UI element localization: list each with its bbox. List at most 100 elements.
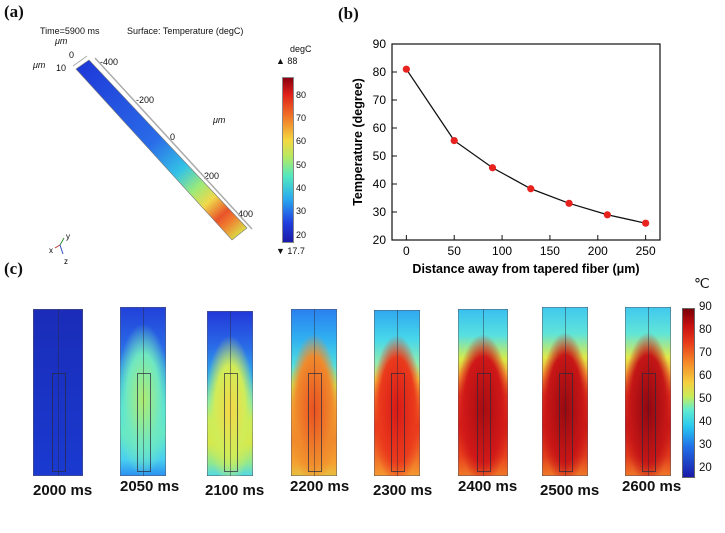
y-tick-label: 20: [373, 233, 387, 247]
y-tick-label: 40: [373, 177, 387, 191]
time-label: 2400 ms: [458, 478, 518, 495]
heat-glow: [458, 309, 508, 476]
data-point: [565, 199, 573, 207]
colorbar-a-tick: 80: [296, 89, 307, 100]
x-tick-label: 0: [403, 244, 410, 258]
triad-z: z: [64, 257, 68, 266]
sim-frame: [374, 310, 420, 476]
fiber-axis-line: [483, 309, 484, 476]
sim-frame: [291, 309, 337, 476]
panel-c-label: (c): [4, 259, 23, 278]
y-axis-label: Temperature (degree): [351, 78, 365, 206]
sim-frame: [207, 311, 253, 476]
x-tick-label: 200: [588, 244, 608, 258]
colorbar-a-tick: 20: [296, 229, 307, 240]
heat-glow: [120, 307, 166, 476]
time-label: 2100 ms: [205, 482, 265, 499]
time-label: 2050 ms: [120, 478, 180, 495]
data-point: [402, 65, 410, 73]
fiber-axis-line: [143, 307, 144, 476]
colorbar-a-min: ▼ 17.7: [276, 246, 305, 256]
colorbar-a-tick: 50: [296, 159, 307, 170]
unit-right: μm: [213, 115, 226, 125]
x-tick-label: 250: [636, 244, 656, 258]
fiber-end-line: [72, 55, 88, 67]
colorbar-c: [682, 308, 695, 478]
y-tick-label: 60: [373, 121, 387, 135]
heat-glow: [291, 309, 337, 476]
colorbar-c-unit: ℃: [694, 277, 710, 292]
sim-frame: [458, 309, 508, 476]
colorbar-a-tick: 30: [296, 206, 307, 217]
colorbar-c-tick: 30: [699, 439, 712, 452]
x-axis-label: Distance away from tapered fiber (μm): [412, 262, 639, 276]
surface-text: Surface: Temperature (degC): [127, 26, 244, 36]
fiber-axis-line: [648, 307, 649, 476]
axis-triad: y x z: [49, 232, 70, 266]
fiber-core: [559, 373, 573, 472]
colorbar-a: [282, 77, 294, 243]
panel-a-label: (a): [4, 2, 24, 21]
fiber-axis-line: [314, 309, 315, 476]
fiber-axis-line: [565, 307, 566, 476]
data-point: [642, 219, 650, 227]
plot-frame: [391, 43, 661, 241]
triad-y: y: [66, 232, 70, 241]
y-tick-label: 80: [373, 65, 387, 79]
fiber-simulation: y x z: [49, 55, 253, 266]
time-label: 2600 ms: [622, 478, 682, 495]
time-text: Time=5900 ms: [40, 26, 100, 36]
fiber-axis-line: [230, 311, 231, 476]
unit-left: μm: [33, 60, 46, 70]
colorbar-c-tick: 50: [699, 393, 712, 406]
tick-axis-m200: -200: [136, 95, 155, 105]
fiber-core: [391, 373, 405, 472]
colorbar-a-max: ▲ 88: [276, 56, 298, 66]
y-tick-label: 30: [373, 205, 387, 219]
fiber-edge-line: [94, 57, 253, 230]
fiber-core: [642, 373, 656, 472]
panel-b-label: (b): [338, 4, 359, 23]
fiber-core: [137, 373, 151, 472]
data-point: [603, 211, 611, 219]
temperature-distance-chart: 20 30 40 50 60 70 80 90 0 50 100 150 200 250 Distance …: [351, 37, 661, 276]
colorbar-a-tick: 70: [296, 112, 307, 123]
data-point: [450, 137, 458, 145]
fiber-core: [52, 373, 66, 472]
x-tick-label: 100: [492, 244, 512, 258]
sim-frame: [33, 309, 83, 476]
heat-glow: [374, 310, 420, 476]
data-point: [488, 164, 497, 172]
data-point: [527, 185, 535, 193]
colorbar-a-tick: 40: [296, 182, 307, 193]
time-label: 2500 ms: [540, 482, 600, 499]
time-label: 2200 ms: [290, 478, 350, 495]
colorbar-c-tick: 90: [699, 301, 712, 313]
tick-axis-200: 200: [204, 171, 220, 181]
colorbar-a-unit: degC: [290, 44, 312, 54]
sim-frame: [625, 307, 671, 476]
sim-frame: [542, 307, 588, 476]
time-label: 2300 ms: [373, 482, 433, 499]
tick-axis-0: 0: [170, 132, 176, 142]
heat-glow: [542, 307, 588, 476]
sim-frame: [120, 307, 166, 476]
colorbar-a-tick: 60: [296, 136, 307, 147]
colorbar-c-tick: 40: [699, 416, 712, 429]
colorbar-c-tick: 70: [699, 347, 712, 360]
triad-x: x: [49, 246, 53, 255]
fiber-body: [75, 59, 248, 241]
tick-axis-m400: -400: [100, 57, 119, 67]
tick-axis-400: 400: [238, 209, 254, 219]
tick-left-10: 10: [56, 63, 67, 73]
x-tick-label: 150: [540, 244, 560, 258]
heat-glow: [625, 307, 671, 476]
y-tick-label: 50: [373, 149, 387, 163]
series-line: [405, 68, 646, 224]
fiber-core: [224, 373, 238, 472]
y-tick-label: 70: [373, 93, 387, 107]
colorbar-c-tick: 20: [699, 462, 712, 475]
x-tick-label: 50: [448, 244, 462, 258]
heat-glow: [207, 311, 253, 476]
time-label: 2000 ms: [33, 482, 93, 499]
